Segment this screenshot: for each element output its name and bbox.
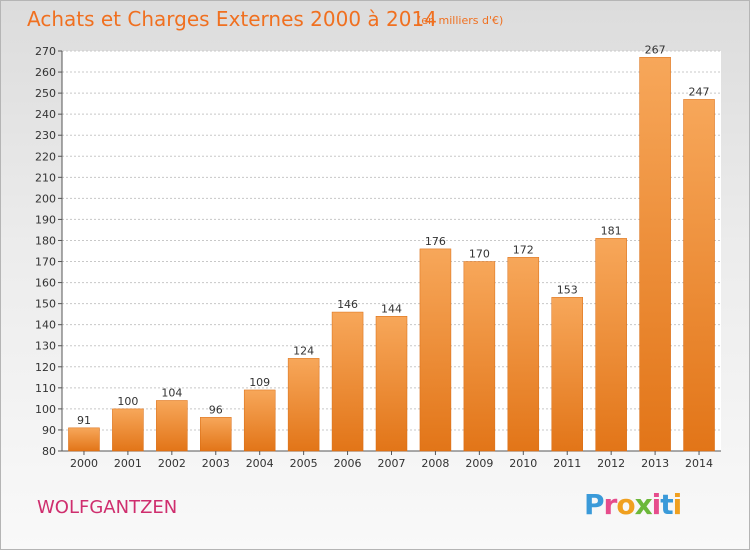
data-label: 267	[645, 43, 666, 56]
x-tick-label: 2013	[641, 457, 669, 470]
bar-2013	[639, 57, 671, 452]
y-tick-label: 170	[35, 256, 56, 269]
bar-2002	[156, 400, 188, 452]
data-label: 144	[381, 302, 402, 315]
logo-letter: P	[584, 488, 605, 521]
data-label: 172	[513, 243, 534, 256]
logo-letter: i	[651, 488, 662, 521]
x-tick-label: 2014	[685, 457, 713, 470]
x-tick-label: 2006	[334, 457, 362, 470]
y-tick-label: 270	[35, 45, 56, 58]
y-tick-label: 260	[35, 66, 56, 79]
y-tick-label: 210	[35, 171, 56, 184]
bar-2005	[287, 358, 320, 452]
y-tick-label: 130	[35, 340, 56, 353]
data-label: 91	[77, 414, 91, 427]
bar-2014	[683, 99, 715, 452]
chart-subtitle: (en milliers d'€)	[417, 14, 504, 27]
bar-2009	[463, 261, 496, 452]
y-tick-label: 110	[35, 382, 56, 395]
y-tick-label: 180	[35, 234, 56, 247]
logo-letter: o	[616, 488, 635, 521]
bar-2012	[595, 238, 627, 452]
x-tick-label: 2010	[509, 457, 537, 470]
logo-letter: i	[672, 488, 683, 521]
x-tick-label: 2007	[378, 457, 406, 470]
y-tick-label: 160	[35, 277, 56, 290]
proxiti-logo[interactable]: Proxiti	[584, 488, 683, 521]
x-tick-label: 2012	[597, 457, 625, 470]
y-tick-label: 80	[42, 445, 56, 458]
data-label: 104	[161, 386, 182, 399]
logo-letter: x	[634, 488, 653, 521]
bar-2001	[112, 408, 144, 452]
x-tick-label: 2001	[114, 457, 142, 470]
data-label: 100	[117, 395, 138, 408]
logo-letter: t	[660, 488, 673, 521]
data-label: 124	[293, 344, 314, 357]
x-tick-label: 2004	[246, 457, 274, 470]
bar-2007	[375, 316, 408, 452]
data-label: 153	[557, 283, 578, 296]
data-label: 146	[337, 298, 358, 311]
x-tick-label: 2008	[421, 457, 449, 470]
y-tick-label: 190	[35, 213, 56, 226]
bar-2004	[243, 389, 276, 452]
y-tick-label: 90	[42, 424, 56, 437]
data-label: 176	[425, 235, 446, 248]
x-tick-label: 2000	[70, 457, 98, 470]
y-tick-label: 230	[35, 129, 56, 142]
x-tick-label: 2005	[290, 457, 318, 470]
data-label: 170	[469, 248, 490, 261]
y-tick-label: 220	[35, 150, 56, 163]
x-tick-label: 2011	[553, 457, 581, 470]
bar-2000	[68, 427, 100, 452]
bar-2011	[551, 297, 583, 452]
y-tick-label: 240	[35, 108, 56, 121]
y-tick-label: 100	[35, 403, 56, 416]
x-tick-label: 2003	[202, 457, 230, 470]
data-label: 181	[601, 224, 622, 237]
bar-2003	[200, 417, 232, 452]
chart-title: Achats et Charges Externes 2000 à 2014	[27, 7, 437, 31]
commune-name: WOLFGANTZEN	[37, 497, 178, 518]
y-tick-label: 120	[35, 361, 56, 374]
y-tick-label: 140	[35, 319, 56, 332]
x-tick-label: 2002	[158, 457, 186, 470]
y-tick-label: 200	[35, 192, 56, 205]
y-tick-label: 150	[35, 298, 56, 311]
bar-2008	[419, 248, 452, 452]
bar-2006	[331, 311, 364, 452]
y-tick-label: 250	[35, 87, 56, 100]
data-label: 96	[209, 403, 223, 416]
logo-letter: r	[603, 488, 618, 521]
bar-2010	[507, 257, 540, 452]
x-tick-label: 2009	[465, 457, 493, 470]
data-label: 109	[249, 376, 270, 389]
data-label: 247	[689, 85, 710, 98]
